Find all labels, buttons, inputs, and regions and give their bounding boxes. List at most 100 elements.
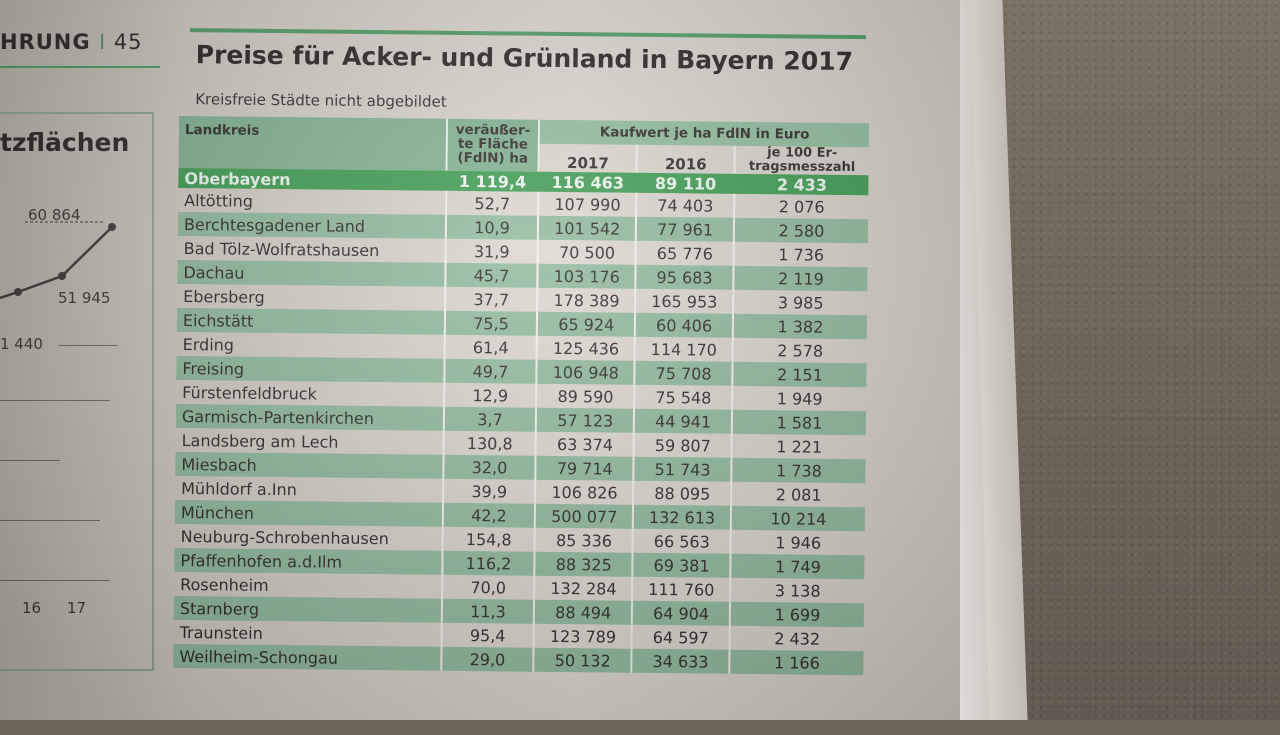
price-2016-cell: 77 961 [636, 216, 735, 242]
ertrag-cell: 1 749 [730, 553, 865, 580]
ertrag-cell: 2 119 [733, 265, 868, 292]
price-2017-cell: 103 176 [537, 263, 636, 289]
price-2017-cell: 70 500 [537, 239, 637, 265]
price-2017-cell: 50 132 [533, 647, 632, 673]
flaeche-cell: 116,2 [442, 550, 535, 576]
chart-point [58, 272, 66, 280]
price-2016-cell: 64 597 [631, 624, 730, 650]
price-2017-cell: 63 374 [535, 431, 635, 457]
chart-label: 51 945 [58, 289, 111, 307]
table-row: Ebersberg 37,7 178 389 165 953 3 985 [177, 284, 868, 316]
price-2017-cell: 88 325 [534, 551, 633, 577]
landkreis-cell: Weilheim-Schongau [173, 643, 442, 671]
table-title: Preise für Acker- und Grünland in Bayern… [195, 40, 854, 77]
table-row: Eichstätt 75,5 65 924 60 406 1 382 [176, 307, 868, 340]
flaeche-cell: 3,7 [443, 406, 537, 432]
price-2016-cell: 75 548 [634, 384, 733, 410]
ertrag-cell: 2 432 [729, 625, 864, 652]
flaeche-cell: 45,7 [445, 262, 538, 288]
ertrag-cell: 2 081 [731, 481, 866, 508]
landkreis-cell: Dachau [177, 259, 446, 287]
price-2016-cell: 65 776 [635, 240, 734, 266]
ertrag-cell: 10 214 [730, 505, 866, 532]
price-2017-cell: 123 789 [533, 623, 633, 649]
ertrag-cell: 1 581 [731, 409, 867, 436]
ertrag-cell: 2 076 [734, 193, 869, 220]
region-2016: 89 110 [636, 172, 735, 194]
flaeche-cell: 75,5 [444, 310, 538, 336]
price-2017-cell: 79 714 [535, 455, 634, 481]
price-2016-cell: 60 406 [635, 312, 734, 338]
landkreis-cell: Berchtesgadener Land [177, 211, 446, 239]
ertrag-cell: 1 166 [729, 649, 864, 676]
ertrag-cell: 3 985 [733, 289, 868, 316]
table-row: Landsberg am Lech 130,8 63 374 59 807 1 221 [176, 428, 866, 460]
landkreis-cell: Fürstenfeldbruck [182, 382, 317, 403]
left-header-text: HRUNG [0, 30, 91, 54]
header-kaufwert: Kaufwert je ha FdlN in Euro [539, 119, 870, 148]
chart-label: 1 440 [0, 335, 43, 353]
chart-line [0, 226, 113, 300]
landkreis-cell: Garmisch-Partenkirchen [175, 403, 444, 431]
chart-point [14, 288, 22, 296]
price-2017-cell: 125 436 [536, 335, 636, 361]
table-row: Weilheim-Schongau 29,0 50 132 34 633 1 166 [173, 643, 864, 676]
region-flaeche: 1 119,4 [446, 170, 539, 192]
ertrag-cell: 2 151 [732, 361, 867, 388]
region-2017: 116 463 [538, 171, 637, 193]
price-2017-cell: 132 284 [534, 575, 633, 601]
grid-line [0, 580, 110, 581]
price-table-card: Preise für Acker- und Grünland in Bayern… [173, 28, 870, 735]
table-row: Rosenheim 70,0 132 284 111 760 3 138 [174, 572, 865, 604]
flaeche-cell: 11,3 [441, 598, 535, 624]
flaeche-cell: 37,7 [444, 286, 538, 312]
region-name: Oberbayern [178, 167, 447, 191]
chart-label: 60 864 [28, 206, 81, 224]
table-row: Miesbach 32,0 79 714 51 743 1 738 [175, 451, 866, 484]
price-2017-cell: 89 590 [536, 383, 635, 409]
flaeche-cell: 31,9 [445, 238, 539, 264]
header-2016: 2016 [636, 144, 735, 174]
ertrag-cell: 2 580 [733, 217, 869, 244]
ertrag-cell: 1 699 [729, 601, 865, 628]
table-row: Garmisch-Partenkirchen 3,7 57 123 44 941 1 5… [175, 403, 867, 436]
table-row: Dachau 45,7 103 176 95 683 2 119 [177, 259, 868, 292]
price-2016-cell: 132 613 [633, 504, 732, 530]
table-row: Mühldorf a.Inn 39,9 106 826 88 095 2 081 [175, 476, 866, 508]
price-2017-cell: 106 948 [536, 359, 635, 385]
landkreis-cell: Starnberg [173, 595, 442, 623]
price-table: Landkreis veräußer-te Fläche (FdlN) ha K… [173, 115, 870, 676]
ertrag-cell: 1 736 [733, 241, 868, 268]
price-2016-cell: 64 904 [632, 600, 731, 626]
table-row: München 42,2 500 077 132 613 10 214 [174, 499, 866, 532]
table-row: Freising 49,7 106 948 75 708 2 151 [176, 355, 867, 388]
grid-line [58, 345, 118, 346]
price-2016-cell: 74 403 [636, 192, 735, 218]
ertrag-cell: 1 221 [731, 433, 866, 460]
header-ertrag: je 100 Er-tragsmesszahl [734, 145, 869, 176]
landkreis-cell: Freising [176, 355, 445, 383]
header-landkreis: Landkreis [178, 115, 447, 171]
table-row: Bad Tölz-Wolfratshausen 31,9 70 500 65 776 1… [178, 236, 868, 268]
landkreis-cell: München [174, 499, 443, 527]
flaeche-cell: 130,8 [443, 430, 537, 456]
table-row: Berchtesgadener Land 10,9 101 542 77 961 2 5… [177, 211, 869, 244]
left-page-number: 45 [113, 30, 143, 54]
table-row: Fürstenfeldbruck 12,9 89 590 75 548 1 949 [176, 380, 867, 412]
price-2017-cell: 57 123 [536, 407, 635, 433]
flaeche-cell: 70,0 [441, 574, 535, 600]
price-2016-cell: 59 807 [633, 432, 732, 458]
header-2017: 2017 [538, 143, 638, 173]
axis-label: 17 [67, 599, 87, 617]
ertrag-cell: 1 949 [732, 385, 867, 412]
price-2016-cell: 111 760 [632, 576, 731, 602]
flaeche-cell: 154,8 [442, 526, 536, 552]
table-subtitle: Kreisfreie Städte nicht abgebildet [195, 90, 447, 111]
flaeche-cell: 61,4 [444, 334, 538, 360]
flaeche-cell: 29,0 [441, 646, 534, 672]
price-2016-cell: 75 708 [634, 360, 733, 386]
table-row: Erding 61,4 125 436 114 170 2 578 [177, 332, 867, 364]
flaeche-cell: 49,7 [444, 358, 537, 384]
table-row: Pfaffenhofen a.d.Ilm 116,2 88 325 69 381 1 7… [174, 547, 865, 580]
flaeche-cell: 52,7 [445, 190, 539, 216]
